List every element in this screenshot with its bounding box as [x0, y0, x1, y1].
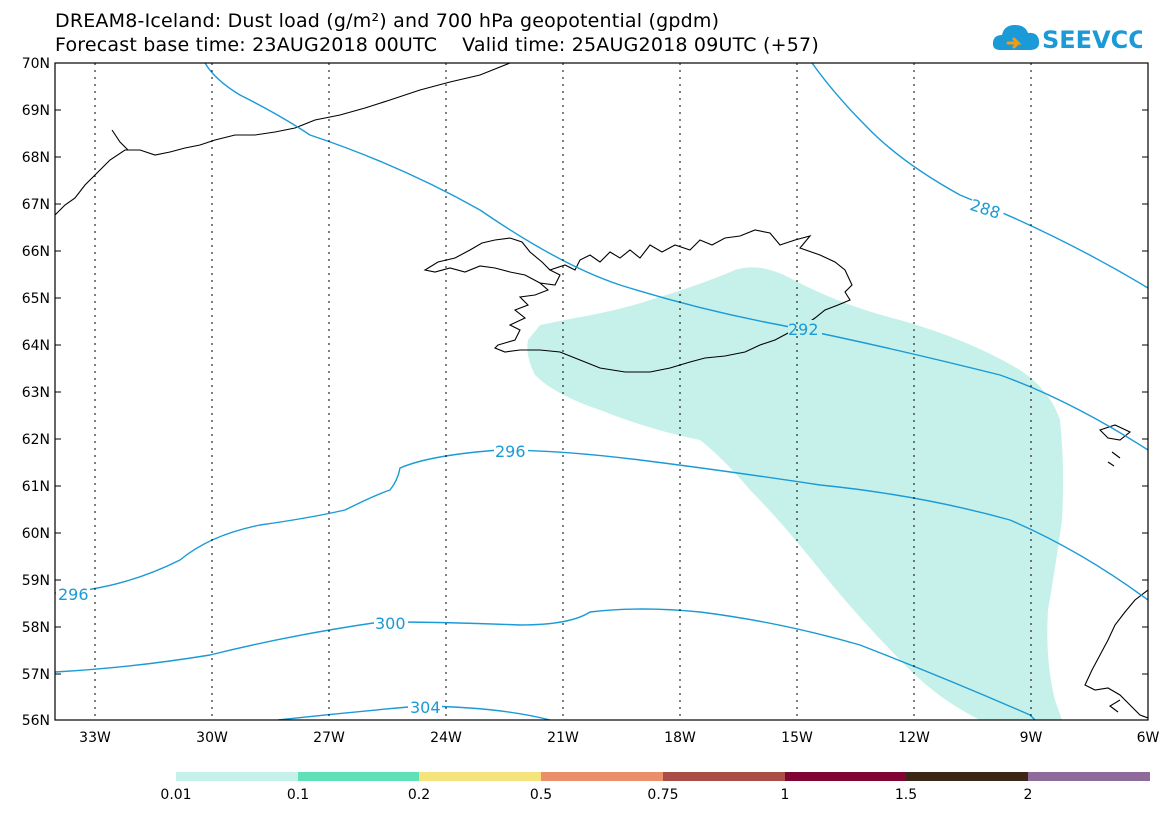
colorbar-label: 2 — [1024, 787, 1033, 803]
seevccc-logo: SEEVCCC — [992, 25, 1142, 54]
dust-plume-area — [527, 267, 1064, 720]
lon-label: 12W — [898, 730, 930, 746]
lon-label: 6W — [1137, 730, 1160, 746]
colorbar-swatch — [541, 772, 663, 781]
lon-label: 9W — [1020, 730, 1043, 746]
lon-label: 27W — [313, 730, 345, 746]
coastlines — [55, 63, 1148, 719]
chart-title-line1: DREAM8-Iceland: Dust load (g/m²) and 700… — [55, 10, 720, 32]
colorbar-swatch — [1028, 772, 1150, 781]
lat-label: 61N — [22, 479, 50, 495]
lat-label: 64N — [22, 338, 50, 354]
westfjords-coastline — [423, 237, 551, 284]
lon-label: 30W — [196, 730, 228, 746]
contour-label-304: 304 — [410, 698, 441, 717]
lat-label: 56N — [22, 713, 50, 729]
graticule — [94, 63, 1032, 720]
lat-label: 58N — [22, 620, 50, 636]
colorbar-label: 1.5 — [895, 787, 917, 803]
scotland-coastline — [1084, 589, 1148, 719]
lat-label: 57N — [22, 667, 50, 683]
lat-label: 62N — [22, 432, 50, 448]
colorbar-swatch — [663, 772, 785, 781]
contour-296 — [55, 449, 1148, 601]
lat-label: 65N — [22, 291, 50, 307]
contour-label-296-west: 296 — [58, 585, 89, 604]
lat-label: 66N — [22, 244, 50, 260]
lon-label: 24W — [430, 730, 462, 746]
axis-ticks — [55, 62, 1148, 675]
cloud-icon — [992, 25, 1040, 50]
longitude-labels: 33W 30W 27W 24W 21W 18W 15W 12W 9W 6W — [79, 730, 1159, 746]
latitude-labels: 70N 69N 68N 67N 66N 65N 64N 63N 62N 61N … — [22, 56, 50, 729]
colorbar-label: 1 — [781, 787, 790, 803]
iceland-coastline — [494, 229, 853, 373]
colorbar-swatch — [298, 772, 419, 781]
lon-label: 18W — [664, 730, 696, 746]
colorbar-swatch — [785, 772, 906, 781]
colorbar-label: 0.1 — [287, 787, 309, 803]
colorbar-label: 0.5 — [530, 787, 552, 803]
lon-label: 21W — [547, 730, 579, 746]
colorbar-label: 0.75 — [647, 787, 678, 803]
contour-292 — [204, 63, 1148, 451]
colorbar-swatch — [176, 772, 298, 781]
faroe-islands — [1098, 424, 1132, 441]
contour-label-288: 288 — [968, 195, 1003, 223]
lat-label: 59N — [22, 573, 50, 589]
contour-label-296-east: 296 — [495, 442, 526, 461]
lat-label: 68N — [22, 150, 50, 166]
lat-label: 69N — [22, 103, 50, 119]
colorbar-legend: 0.01 0.1 0.2 0.5 0.75 1 1.5 2 — [160, 772, 1150, 803]
contour-300 — [55, 608, 1036, 720]
colorbar-swatch — [419, 772, 541, 781]
lon-label: 15W — [781, 730, 813, 746]
lat-label: 70N — [22, 56, 50, 72]
colorbar-swatch — [906, 772, 1028, 781]
chart-title-line2: Forecast base time: 23AUG2018 00UTC Vali… — [55, 34, 819, 56]
lon-label: 33W — [79, 730, 111, 746]
greenland-coastline — [55, 63, 511, 216]
geopotential-contours — [55, 63, 1148, 720]
lat-label: 60N — [22, 526, 50, 542]
lat-label: 67N — [22, 197, 50, 213]
colorbar-label: 0.2 — [408, 787, 430, 803]
contour-label-292: 292 — [788, 320, 819, 339]
logo-text: SEEVCCC — [1042, 26, 1142, 54]
contour-labels: 288 292 296 296 300 304 — [56, 195, 1006, 717]
colorbar-label: 0.01 — [160, 787, 191, 803]
contour-label-300: 300 — [375, 614, 406, 633]
lat-label: 63N — [22, 385, 50, 401]
contour-288 — [811, 63, 1148, 289]
